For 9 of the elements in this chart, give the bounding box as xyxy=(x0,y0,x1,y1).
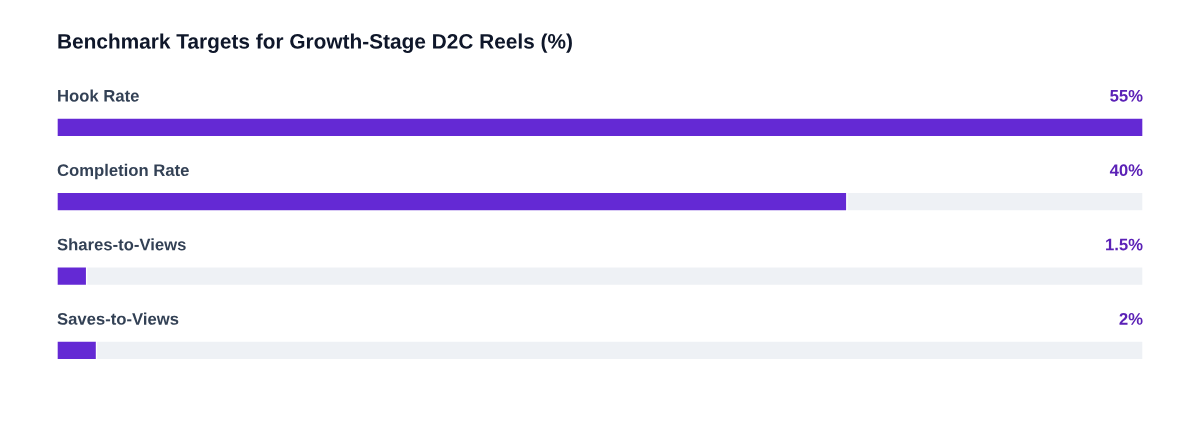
y-tick-label: Completion Rate xyxy=(57,163,189,180)
y-tick-label: Hook Rate xyxy=(58,89,139,102)
y-tick-label: Saves-to-Views xyxy=(57,312,179,325)
data-label: 40% xyxy=(1109,164,1143,177)
data-label: 1.5% xyxy=(1106,238,1143,251)
chart-title: Benchmark Targets for Growth-Stage D2C Reels (%) xyxy=(58,33,572,53)
data-label: 2% xyxy=(1119,313,1143,325)
y-tick-label: Shares-to-Views xyxy=(57,238,186,251)
data-label: 55% xyxy=(1110,89,1143,102)
